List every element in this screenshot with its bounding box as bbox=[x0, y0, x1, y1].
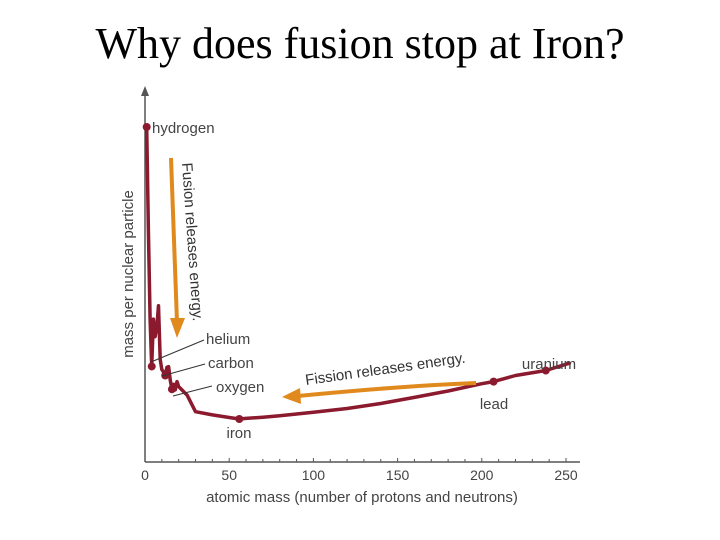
leader-lines bbox=[150, 339, 213, 397]
x-tick-label: 150 bbox=[386, 467, 410, 483]
data-point-iron bbox=[235, 415, 244, 423]
label-uranium: uranium bbox=[522, 356, 576, 373]
data-point-uranium bbox=[541, 366, 550, 375]
label-iron: iron bbox=[226, 425, 251, 442]
data-points bbox=[142, 123, 550, 423]
label-lead: lead bbox=[480, 396, 508, 413]
slide-title: Why does fusion stop at Iron? bbox=[95, 19, 625, 68]
data-point-lead bbox=[489, 377, 498, 386]
data-point-helium bbox=[147, 362, 156, 371]
x-tick-label: 50 bbox=[221, 467, 237, 483]
fission-arrow bbox=[282, 381, 477, 404]
x-axis-ticks: 0 50 100 150 200 250 bbox=[141, 458, 578, 483]
fusion-annotation: Fusion releases energy. bbox=[178, 162, 206, 322]
fusion-arrow bbox=[169, 157, 185, 338]
x-tick-label: 200 bbox=[470, 467, 494, 483]
y-axis-arrow-icon bbox=[141, 86, 149, 96]
data-point-oxygen bbox=[167, 385, 176, 394]
fusion-arrowhead-icon bbox=[170, 318, 185, 338]
fission-arrowhead-icon bbox=[282, 388, 301, 404]
label-hydrogen: hydrogen bbox=[152, 120, 215, 137]
data-point-hydrogen bbox=[142, 123, 151, 131]
x-tick-label: 250 bbox=[554, 467, 578, 483]
y-axis-title: mass per nuclear particle bbox=[120, 190, 137, 358]
label-helium: helium bbox=[206, 331, 250, 348]
x-axis-title: atomic mass (number of protons and neutr… bbox=[206, 489, 518, 506]
label-carbon: carbon bbox=[208, 355, 254, 372]
x-tick-label: 0 bbox=[141, 467, 149, 483]
series-line bbox=[144, 125, 572, 421]
x-tick-label: 100 bbox=[302, 467, 326, 483]
label-oxygen: oxygen bbox=[216, 379, 264, 396]
